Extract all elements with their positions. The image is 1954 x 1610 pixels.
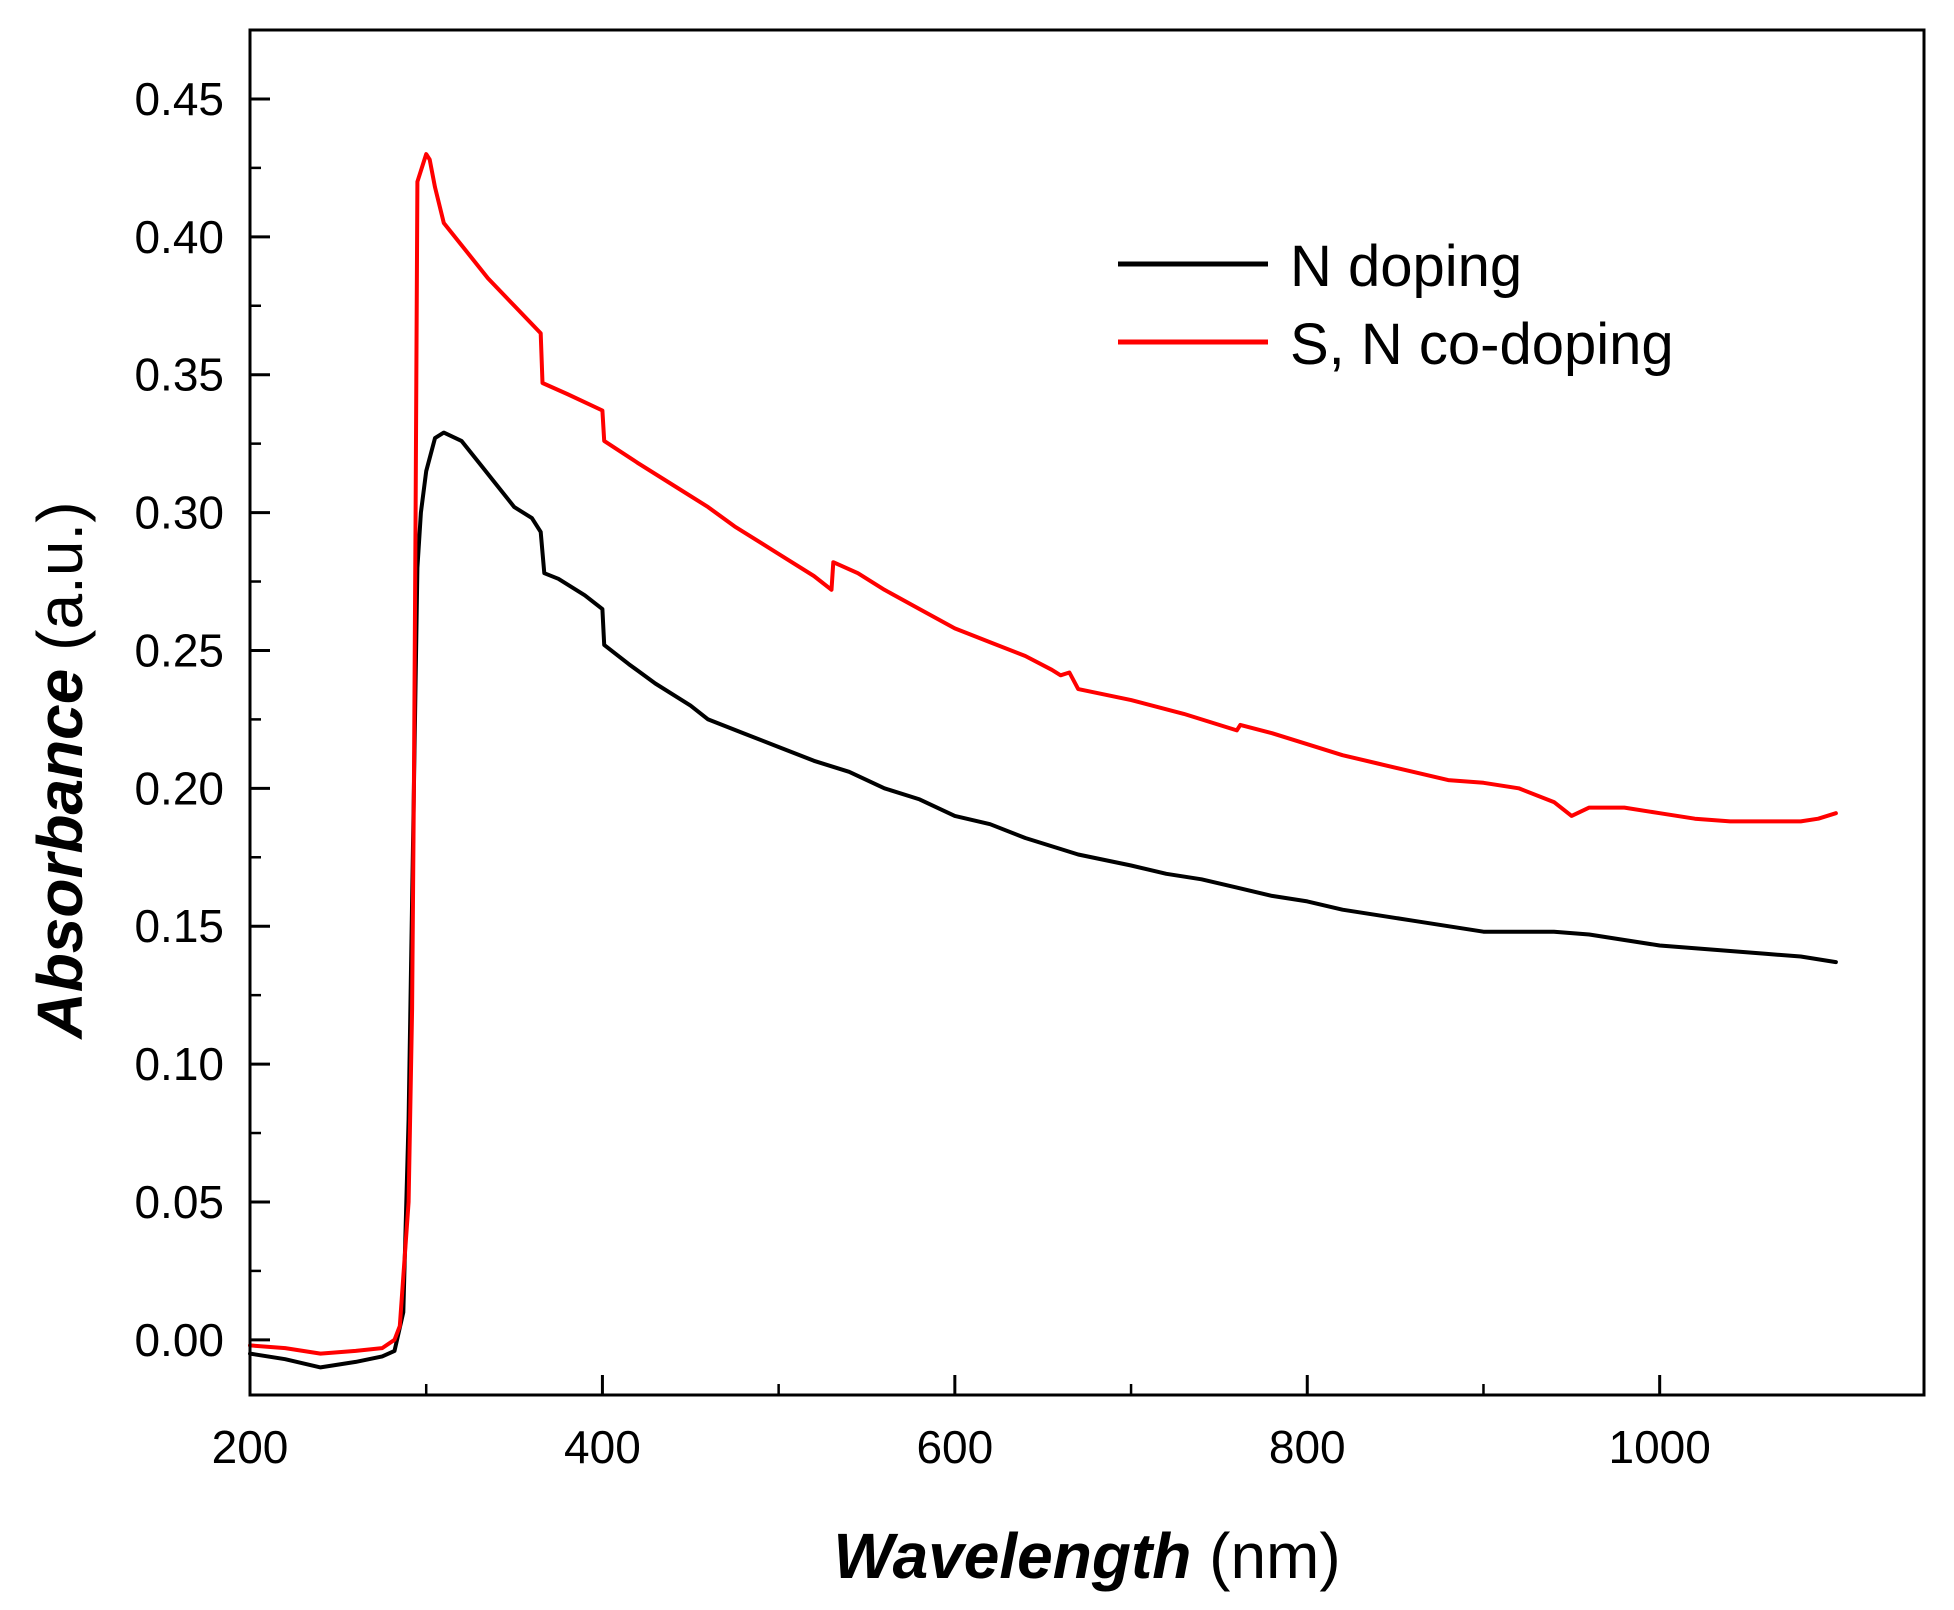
y-axis-title: Absorbance (a.u.) (24, 501, 96, 1040)
y-tick-labels: 0.00 0.05 0.10 0.15 0.20 0.25 0.30 0.35 0.40 0.45 (134, 73, 224, 1366)
y-tick-label: 0.20 (134, 762, 224, 814)
legend: N doping S, N co-doping (1118, 234, 1674, 377)
x-tick-label: 1000 (1609, 1421, 1711, 1473)
y-tick-label: 0.10 (134, 1038, 224, 1090)
y-tick-label: 0.00 (134, 1314, 224, 1366)
x-axis-title: Wavelength (nm) (833, 1520, 1340, 1592)
x-tick-labels: 200 400 600 800 1000 (212, 1421, 1711, 1473)
series-lines (248, 152, 1838, 1370)
y-tick-label: 0.30 (134, 487, 224, 539)
y-axis-title-unit: (a.u.) (24, 501, 96, 668)
x-tick-label: 200 (212, 1421, 289, 1473)
x-axis-title-unit: (nm) (1191, 1520, 1340, 1592)
plot-frame (248, 28, 1926, 1397)
x-tick-label: 800 (1269, 1421, 1346, 1473)
minor-ticks (250, 166, 1485, 1395)
x-axis-title-main: Wavelength (833, 1520, 1191, 1592)
y-tick-label: 0.40 (134, 211, 224, 263)
y-tick-label: 0.45 (134, 73, 224, 125)
y-tick-label: 0.25 (134, 624, 224, 676)
series-line-s-n-co-doping (248, 152, 1838, 1356)
y-tick-label: 0.05 (134, 1176, 224, 1228)
series-line-n-doping (248, 430, 1838, 1370)
legend-label-n-doping: N doping (1290, 234, 1522, 299)
legend-label-s-n-co-doping: S, N co-doping (1290, 312, 1674, 377)
x-tick-label: 400 (564, 1421, 641, 1473)
y-tick-label: 0.35 (134, 349, 224, 401)
y-axis-title-main: Absorbance (24, 669, 96, 1041)
x-tick-label: 600 (916, 1421, 993, 1473)
y-tick-label: 0.15 (134, 900, 224, 952)
